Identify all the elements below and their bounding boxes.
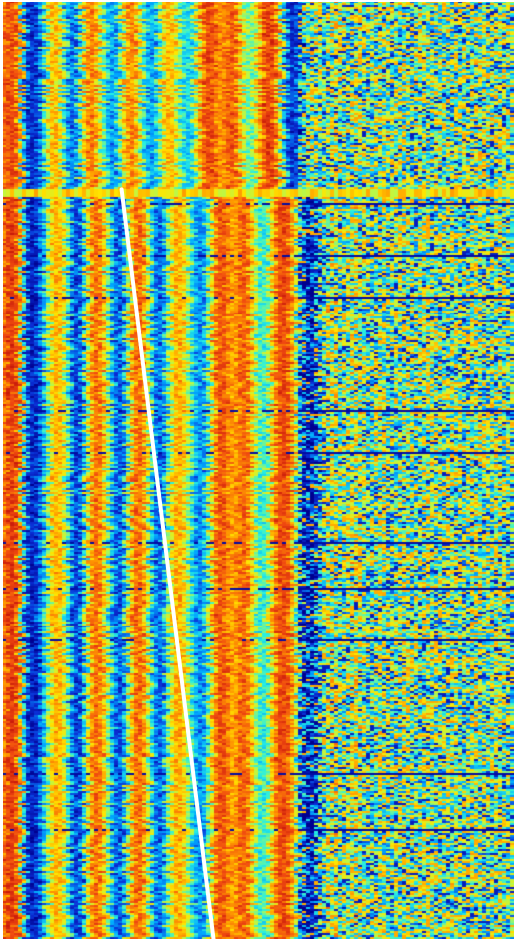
heatmap-cells: [3, 2, 514, 939]
heatmap-chart: [3, 2, 514, 939]
